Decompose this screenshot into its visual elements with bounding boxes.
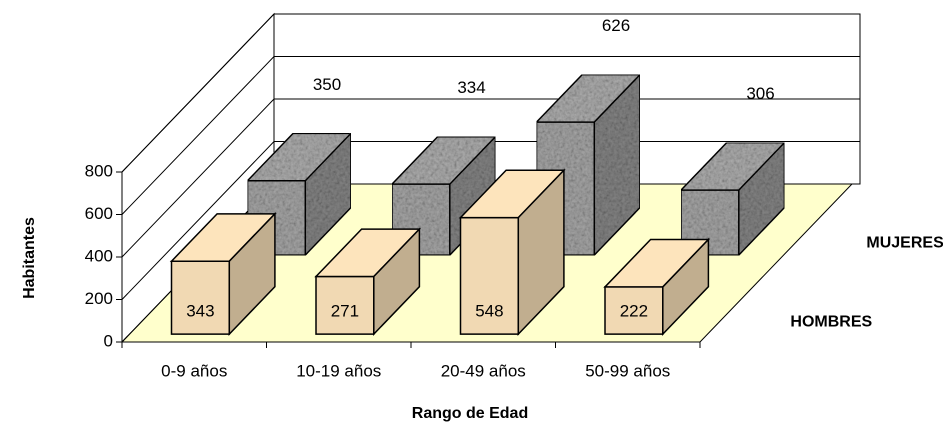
x-tick-label: 50-99 años <box>585 361 670 380</box>
y-axis-label: Habitantes <box>21 217 38 299</box>
series-label: HOMBRES <box>790 314 872 331</box>
y-tick-label: 600 <box>85 204 113 223</box>
grid-line <box>121 141 860 300</box>
value-label: 222 <box>620 302 648 321</box>
x-tick-label: 20-49 años <box>441 361 526 380</box>
bar-side <box>517 168 565 336</box>
value-label: 306 <box>746 84 774 103</box>
value-label: 271 <box>331 302 359 321</box>
x-tick-label: 0-9 años <box>161 361 227 380</box>
grid-line <box>121 13 860 173</box>
y-tick-label: 400 <box>85 246 113 265</box>
bar-side <box>304 131 352 257</box>
grid-line <box>121 98 860 258</box>
bar-side <box>373 227 421 336</box>
bar <box>603 237 711 336</box>
bar <box>458 168 566 336</box>
value-label: 343 <box>186 302 214 321</box>
value-label: 350 <box>313 75 341 94</box>
value-label: 626 <box>602 16 630 35</box>
x-tick-label: 10-19 años <box>296 361 381 380</box>
y-tick-label: 800 <box>85 161 113 180</box>
y-tick-label: 0 <box>104 331 113 350</box>
bar <box>169 211 277 336</box>
x-axis-label: Rango de Edad <box>412 405 528 422</box>
bar-side <box>662 237 710 336</box>
bar-side <box>228 211 276 336</box>
bar-side <box>738 140 786 257</box>
series-label: MUJERES <box>866 235 943 252</box>
bar-front <box>170 260 231 335</box>
value-label: 548 <box>475 302 503 321</box>
grid-line <box>121 56 860 215</box>
y-tick-label: 200 <box>85 289 113 308</box>
bar-side <box>593 72 641 257</box>
bar <box>314 227 422 336</box>
value-label: 334 <box>457 78 485 97</box>
